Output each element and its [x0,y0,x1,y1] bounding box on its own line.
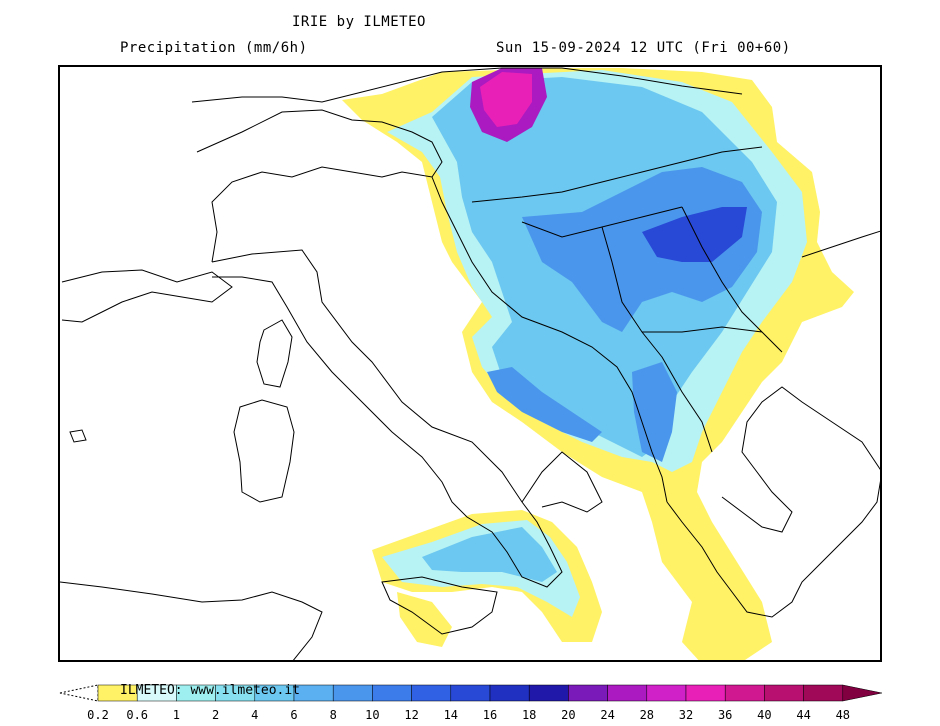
legend-tick-label: 40 [757,708,772,722]
precip-area-blue [522,167,762,332]
legend-tick-label: 0.6 [126,708,149,722]
precip-area-lightblue-south [422,527,557,582]
italy-heel [521,451,603,513]
legend-tick-label: 28 [639,708,655,722]
map-title: IRIE by ILMETEO [292,14,426,30]
legend-tick-label: 24 [600,708,615,722]
legend-tick-label: 6 [290,708,298,722]
legend-tick-label: 8 [329,708,337,722]
legend-tick-label: 4 [251,708,259,722]
balearic-island [69,429,87,443]
legend-swatch [803,684,844,702]
legend-swatch [764,684,804,702]
variable-label: Precipitation (mm/6h) [120,40,308,56]
precip-area-blue-albania [632,362,677,462]
map-canvas [60,67,880,660]
greece-coast [666,386,880,618]
legend-tick-label: 2 [211,708,220,722]
precipitation-map [58,65,882,662]
sicily-coast [381,576,498,635]
west-coast [61,269,233,323]
legend-tick-label: 44 [796,708,811,722]
legend-swatch [724,684,765,702]
legend-tick-label: 36 [717,708,733,722]
coastlines-and-borders [60,67,880,660]
legend-swatch [450,684,491,702]
precip-area-blue-adriatic [487,367,602,442]
legend-tick-label: 1 [172,708,181,722]
north-border [191,67,743,103]
legend-swatch [489,684,530,702]
legend-swatch [568,684,608,702]
precip-area-deepblue [642,207,747,262]
alps-border [196,109,443,263]
legend-swatch [685,684,726,702]
legend-swatch [332,684,373,702]
legend-tick-label: 16 [482,708,498,722]
legend-under-arrow [59,684,99,702]
precip-legend [58,681,888,721]
valid-time-label: Sun 15-09-2024 12 UTC (Fri 00+60) [496,40,791,56]
north-africa-coast [60,581,323,660]
legend-tick-label: 0.2 [87,708,109,722]
legend-swatch [607,684,648,702]
italy-coastline [211,249,563,588]
legend-swatch [372,684,412,702]
legend-tick-label: 14 [443,708,459,722]
legend-swatch [842,684,883,702]
black-sea-coast [801,230,880,258]
corsica-coast [256,319,293,388]
legend-tick-label: 18 [521,708,537,722]
precip-area-yellow-calabria [397,592,452,647]
sardinia-coast [233,399,295,503]
precip-area-pink [480,72,532,127]
legend-swatch [411,684,452,702]
legend-colorbar [59,684,883,702]
balkan-borders [471,146,783,453]
legend-tick-label: 12 [404,708,419,722]
legend-swatch [528,684,569,702]
precipitation-fields [342,68,854,660]
legend-tick-label: 32 [678,708,694,722]
legend-tick-label: 48 [835,708,851,722]
legend-tick-label: 10 [365,708,380,722]
legend-tick-label: 20 [561,708,576,722]
legend-swatch [646,684,687,702]
legend-credit: ILMETEO: www.ilmeteo.it [120,683,301,698]
adriatic-east-coast [431,176,668,503]
